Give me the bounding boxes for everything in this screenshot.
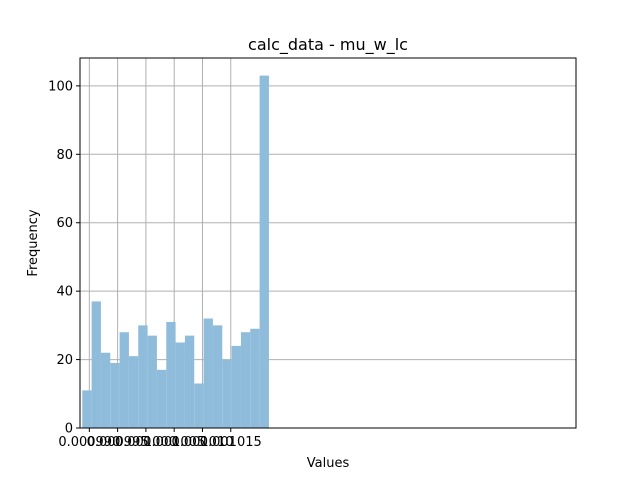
x-tick-label: 0.001010 (171, 435, 233, 450)
histogram-bar (194, 383, 204, 428)
y-tick-label: 0 (65, 422, 73, 437)
x-tick-label: 0.000995 (87, 435, 149, 450)
x-tick-label: 0.001005 (143, 435, 205, 450)
plot-frame (79, 57, 577, 429)
histogram-bar (240, 332, 251, 428)
ticks-layer: 0204060801000.0009900.0009950.0010000.00… (48, 79, 262, 450)
histogram-bar (184, 335, 195, 428)
histogram-bar (212, 325, 223, 428)
y-tick-label: 80 (56, 148, 73, 163)
histogram-bar (128, 356, 139, 428)
histogram-bar (156, 369, 167, 428)
x-tick-label: 0.001000 (115, 435, 177, 450)
histogram-bar (147, 335, 157, 428)
y-tick-label: 40 (56, 285, 73, 300)
histogram-bar (231, 345, 241, 428)
y-axis-label: Frequency (26, 209, 41, 276)
x-tick-label: 0.000990 (58, 435, 120, 450)
x-tick-label: 0.001015 (200, 435, 262, 450)
histogram-bar (166, 321, 176, 428)
y-tick-label: 60 (56, 216, 73, 231)
histogram-bar (91, 301, 101, 428)
bars-layer (82, 75, 269, 428)
x-axis-label: Values (307, 456, 350, 471)
chart-title: calc_data - mu_w_lc (248, 35, 408, 55)
y-tick-label: 20 (56, 353, 73, 368)
histogram-bar (82, 390, 92, 428)
histogram-bar (175, 342, 185, 428)
y-tick-label: 100 (48, 79, 73, 94)
histogram-bar (222, 359, 232, 428)
histogram-bar (250, 328, 260, 428)
histogram-bar (110, 362, 120, 428)
histogram-bar (203, 318, 213, 428)
histogram-bar (119, 332, 129, 428)
histogram-bar (138, 325, 148, 428)
histogram-bar (259, 75, 269, 428)
histogram-bar (100, 352, 111, 428)
